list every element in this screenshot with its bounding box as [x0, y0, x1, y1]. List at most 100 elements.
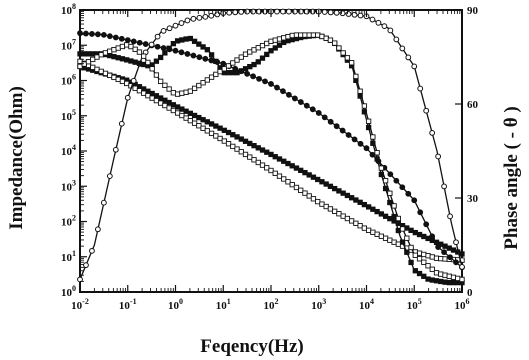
data-point	[336, 211, 342, 217]
data-point	[184, 17, 191, 24]
data-point	[348, 218, 355, 224]
data-point	[276, 173, 283, 179]
data-point	[262, 78, 268, 85]
data-point	[153, 97, 160, 104]
data-point	[378, 211, 385, 217]
data-point	[170, 40, 177, 47]
data-point	[382, 178, 389, 184]
data-point	[365, 118, 372, 124]
data-point	[208, 130, 215, 137]
data-point	[162, 82, 168, 88]
data-point	[145, 88, 151, 94]
x-axis-title: Feqency(Hz)	[200, 336, 303, 357]
data-point	[178, 49, 185, 56]
data-point	[453, 259, 459, 266]
data-point	[387, 27, 394, 34]
data-point	[357, 199, 363, 205]
data-point	[340, 190, 346, 196]
data-point	[405, 190, 412, 197]
y2-tick-label: 90	[467, 5, 479, 17]
data-point	[183, 115, 189, 121]
data-point	[174, 110, 181, 116]
data-point	[251, 47, 257, 53]
data-point	[102, 70, 109, 77]
data-point	[306, 32, 312, 38]
data-point	[412, 268, 418, 274]
data-point	[310, 196, 317, 202]
data-point	[145, 59, 151, 66]
data-point	[102, 50, 109, 56]
data-point	[302, 190, 308, 196]
data-point	[293, 32, 300, 38]
data-point	[111, 47, 117, 53]
data-point	[234, 57, 240, 63]
data-point	[124, 94, 131, 101]
data-point	[429, 266, 435, 272]
data-point	[429, 233, 436, 240]
data-point	[429, 277, 435, 283]
data-point	[323, 35, 329, 41]
data-point	[291, 8, 298, 15]
data-point	[353, 73, 359, 80]
data-point	[387, 237, 393, 243]
data-point	[306, 193, 312, 199]
data-point	[423, 221, 430, 228]
data-point	[183, 36, 189, 42]
data-point	[77, 63, 83, 70]
data-point	[95, 31, 101, 38]
data-point	[238, 136, 244, 142]
data-point	[112, 146, 119, 153]
data-point	[141, 53, 147, 59]
data-point	[162, 97, 168, 103]
data-point	[268, 48, 274, 54]
data-point	[132, 59, 138, 65]
data-point	[281, 158, 287, 164]
data-point	[357, 88, 363, 94]
data-point	[361, 225, 368, 231]
data-point	[264, 149, 270, 155]
y-tick-label: 101	[61, 249, 76, 264]
data-point	[89, 31, 95, 37]
data-point	[357, 223, 363, 229]
data-point	[297, 8, 304, 15]
data-point	[286, 8, 292, 15]
data-point	[225, 141, 232, 147]
data-point	[395, 241, 401, 247]
data-point	[336, 188, 342, 194]
data-point	[83, 262, 89, 269]
x-tick-label: 103	[311, 297, 326, 312]
data-point	[90, 56, 96, 63]
data-point	[340, 50, 346, 56]
data-point	[153, 58, 160, 64]
data-point	[281, 35, 287, 41]
data-point	[184, 51, 191, 57]
data-point	[90, 64, 96, 70]
data-point	[154, 33, 161, 40]
data-point	[453, 239, 459, 246]
data-point	[202, 55, 209, 62]
data-point	[170, 90, 177, 96]
data-point	[251, 143, 257, 149]
data-point	[408, 227, 414, 234]
data-point	[416, 256, 423, 262]
data-point	[378, 165, 385, 171]
data-point	[190, 52, 197, 59]
data-point	[230, 70, 236, 76]
data-point	[83, 30, 89, 37]
data-point	[411, 63, 418, 70]
data-point	[234, 146, 240, 152]
data-point	[107, 48, 113, 54]
data-point	[196, 41, 202, 47]
y2-tick-label: 30	[467, 193, 479, 205]
data-point	[268, 151, 274, 158]
data-point	[166, 105, 172, 111]
data-point	[274, 8, 280, 15]
data-point	[204, 128, 210, 134]
data-point	[417, 85, 424, 92]
data-point	[179, 37, 185, 43]
data-point	[416, 270, 423, 277]
data-point	[339, 10, 346, 17]
data-point	[298, 32, 304, 38]
data-point	[90, 51, 96, 57]
data-point	[183, 89, 189, 95]
